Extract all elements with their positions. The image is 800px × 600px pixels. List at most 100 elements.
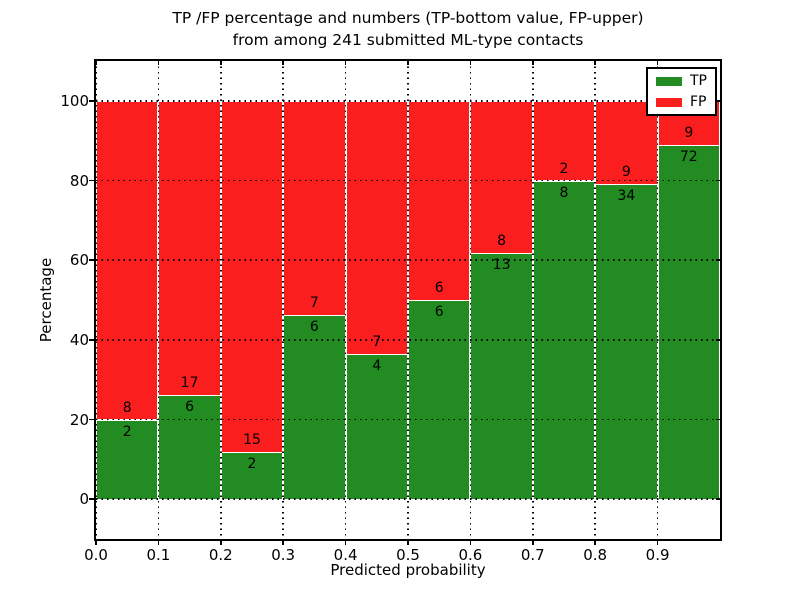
x-tick-label: 0.9 (645, 546, 670, 564)
x-tick-label: 0.4 (333, 546, 358, 564)
fp-count-label: 8 (122, 399, 132, 416)
x-tick-mark (532, 539, 534, 545)
tp-count-label: 4 (372, 358, 382, 375)
bar-tp-segment (470, 252, 533, 500)
x-tick-label: 0.2 (208, 546, 233, 564)
tp-count-label: 6 (309, 319, 319, 336)
x-tick-label: 0.3 (271, 546, 296, 564)
y-tick-mark (89, 418, 94, 421)
x-tick-mark (220, 539, 222, 545)
tp-count-label: 6 (434, 304, 444, 320)
x-tick-label: 0.6 (458, 546, 483, 564)
legend-label: TP (690, 73, 707, 89)
tp-count-label: 2 (122, 423, 132, 440)
y-tick-label: 40 (69, 330, 89, 349)
x-tick-mark (282, 539, 284, 545)
bar-fp-segment (283, 100, 346, 316)
legend-entry: FP (656, 95, 707, 109)
y-tick-mark (89, 498, 94, 500)
x-tick-mark (282, 61, 284, 65)
x-tick-label: 0.5 (396, 546, 420, 564)
y-tick-label: 0 (79, 490, 89, 509)
fp-count-label: 8 (497, 232, 507, 249)
x-tick-mark (594, 539, 596, 545)
fp-count-label: 9 (621, 164, 631, 181)
tp-count-label: 34 (617, 188, 636, 205)
bar-fp-segment (408, 100, 471, 300)
tp-count-label: 13 (492, 256, 511, 273)
chart-title-line1: TP /FP percentage and numbers (TP-bottom… (172, 9, 644, 27)
x-tick-label: 0.7 (520, 546, 545, 564)
legend-swatch-fp (656, 97, 682, 107)
y-axis-title: Percentage (37, 257, 55, 343)
bar-fp-segment (220, 100, 284, 453)
x-tick-mark (95, 61, 97, 65)
y-tick-label: 100 (60, 91, 89, 110)
y-tick-mark (716, 259, 720, 261)
x-gridline (656, 61, 659, 539)
x-tick-label: 0.8 (583, 546, 608, 564)
x-tick-mark (656, 61, 659, 65)
chart-title: TP /FP percentage and numbers (TP-bottom… (96, 7, 720, 51)
y-tick-mark (716, 100, 720, 102)
x-tick-label: 0.1 (146, 546, 171, 564)
legend-swatch-tp (656, 76, 682, 86)
x-tick-mark (157, 539, 160, 545)
x-tick-mark (656, 539, 659, 545)
y-tick-mark (716, 498, 720, 500)
y-tick-mark (716, 179, 720, 182)
x-gridline (469, 61, 472, 539)
bar-fp-segment (158, 100, 221, 396)
legend: TP FP (646, 67, 717, 116)
x-tick-mark (407, 539, 409, 545)
bar-tp-segment (657, 145, 720, 500)
x-tick-mark (532, 61, 534, 65)
x-tick-mark (469, 61, 472, 65)
chart-title-line2: from among 241 submitted ML-type contact… (232, 31, 584, 49)
x-tick-mark (407, 61, 409, 65)
x-gridline (95, 61, 97, 539)
bar-tp-segment (595, 184, 658, 500)
tp-count-label: 6 (185, 399, 195, 416)
bar-fp-segment (470, 100, 533, 253)
tp-count-label: 2 (247, 456, 257, 473)
legend-label: FP (690, 94, 707, 110)
x-tick-mark (344, 539, 347, 545)
bar-tp-segment (408, 300, 471, 500)
x-gridline (344, 61, 347, 539)
y-tick-label: 60 (69, 251, 89, 270)
plot-area: 8 2 17 6 15 2 7 6 7 4 6 6 8 13 2 8 9 34 9 72 TP FP (89, 59, 722, 545)
y-tick-label: 80 (69, 171, 89, 190)
fp-count-label: 2 (559, 160, 569, 177)
x-gridline (594, 61, 596, 539)
bar-tp-segment (283, 315, 346, 500)
bar-fp-segment (345, 100, 408, 355)
tp-count-label: 8 (559, 184, 569, 201)
y-tick-label: 20 (69, 410, 89, 429)
fp-count-label: 6 (434, 280, 444, 296)
y-tick-mark (89, 100, 94, 102)
x-tick-label: 0.0 (84, 546, 108, 564)
bar-tp-segment (96, 419, 159, 500)
x-tick-mark (469, 539, 472, 545)
fp-count-label: 7 (309, 295, 319, 312)
y-tick-mark (89, 339, 94, 341)
x-gridline (532, 61, 534, 539)
x-gridline (282, 61, 284, 539)
x-gridline (220, 61, 222, 539)
y-tick-mark (89, 179, 94, 182)
x-gridline (407, 61, 409, 539)
x-gridline (157, 61, 160, 539)
bar-tp-segment (345, 354, 408, 500)
fp-count-label: 15 (243, 432, 261, 449)
y-tick-mark (89, 259, 94, 261)
x-tick-mark (344, 61, 347, 65)
legend-entry: TP (656, 74, 707, 88)
x-tick-mark (95, 539, 97, 545)
x-tick-mark (220, 61, 222, 65)
fp-count-label: 7 (372, 334, 382, 351)
x-tick-mark (157, 61, 160, 65)
fp-count-label: 9 (684, 125, 694, 142)
x-tick-mark (594, 61, 596, 65)
